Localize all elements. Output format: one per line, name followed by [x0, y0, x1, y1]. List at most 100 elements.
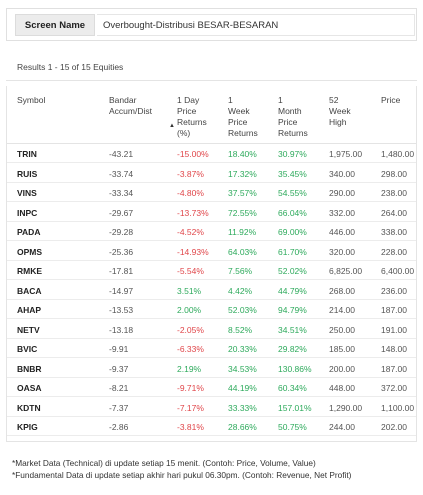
week-52-high-value: 268.00 [329, 285, 355, 296]
bandar-accum-dist-value: -43.21 [109, 149, 134, 159]
price-value: 187.00 [381, 305, 407, 315]
bandar-accum-dist-value: -14.97 [109, 285, 134, 296]
month-return-value: 30.97% [278, 149, 307, 159]
week-52-high-value: 340.00 [329, 168, 355, 179]
symbol-link[interactable]: RMKE [17, 266, 43, 276]
symbol-link[interactable]: KDTN [17, 402, 41, 413]
week-52-high-value: 250.00 [329, 324, 355, 335]
bandar-accum-dist-value: -2.86 [109, 422, 129, 432]
price-value: 238.00 [381, 188, 407, 198]
table-row[interactable]: KPIG -2.86 -3.81% 28.66% 50.75% 244.00 202.00 [7, 417, 416, 436]
symbol-link[interactable]: RUIS [17, 168, 38, 179]
column-header-1-week-returns[interactable]: 1 Week Price Returns [228, 95, 258, 138]
table-row[interactable]: BACA -14.97 3.51% 4.42% 44.79% 268.00 236.00 [7, 281, 416, 300]
symbol-link[interactable]: BNBR [17, 363, 42, 374]
table-row[interactable]: PADA -29.28 -4.52% 11.92% 69.00% 446.00 338.00 [7, 222, 416, 241]
table-row[interactable]: OPMS -25.36 -14.93% 64.03% 61.70% 320.00 228.0… [7, 242, 416, 261]
table-row[interactable]: AHAP -13.53 2.00% 52.03% 94.79% 214.00 187.00 [7, 300, 416, 319]
bandar-accum-dist-value: -7.37 [109, 402, 129, 413]
column-header-1-day-returns[interactable]: 1 Day Price Returns (%) [177, 95, 207, 138]
month-return-value: 54.55% [278, 188, 307, 198]
bandar-accum-dist-value: -17.81 [109, 266, 134, 276]
month-return-value: 50.75% [278, 422, 307, 432]
symbol-link[interactable]: INPC [17, 207, 38, 218]
week-52-high-value: 185.00 [329, 344, 355, 354]
bandar-accum-dist-value: -29.67 [109, 207, 134, 218]
price-value: 372.00 [381, 383, 407, 393]
month-return-value: 34.51% [278, 324, 307, 335]
column-header-bandar[interactable]: Bandar Accum/Dist [109, 95, 152, 116]
month-return-value: 52.02% [278, 266, 307, 276]
table-row[interactable]: INPC -29.67 -13.73% 72.55% 66.04% 332.00 264.0… [7, 203, 416, 222]
table-row[interactable]: OASA -8.21 -9.71% 44.19% 60.34% 448.00 372.00 [7, 378, 416, 397]
bandar-accum-dist-value: -8.21 [109, 383, 129, 393]
day-return-value: -7.17% [177, 402, 204, 413]
day-return-value: 3.51% [177, 285, 202, 296]
symbol-link[interactable]: TRIN [17, 149, 37, 159]
month-return-value: 35.45% [278, 168, 307, 179]
day-return-value: -9.71% [177, 383, 204, 393]
table-row[interactable]: RMKE -17.81 -5.54% 7.56% 52.02% 6,825.00 6,400… [7, 261, 416, 280]
bandar-accum-dist-value: -29.28 [109, 227, 134, 237]
price-value: 228.00 [381, 246, 407, 257]
price-value: 298.00 [381, 168, 407, 179]
week-52-high-value: 320.00 [329, 246, 355, 257]
month-return-value: 29.82% [278, 344, 307, 354]
week-52-high-value: 1,290.00 [329, 402, 363, 413]
screen-name-label: Screen Name [15, 14, 95, 36]
column-header-52-week-high[interactable]: 52 Week High [329, 95, 351, 127]
week-52-high-value: 332.00 [329, 207, 355, 218]
table-row[interactable]: NETV -13.18 -2.05% 8.52% 34.51% 250.00 191.00 [7, 320, 416, 339]
price-value: 264.00 [381, 207, 407, 218]
symbol-link[interactable]: NETV [17, 324, 40, 335]
screen-name-value[interactable]: Overbought-Distribusi BESAR-BESARAN [97, 14, 415, 36]
symbol-link[interactable]: VINS [17, 188, 37, 198]
table-row[interactable]: BNBR -9.37 2.19% 34.53% 130.86% 200.00 187.00 [7, 359, 416, 378]
symbol-link[interactable]: PADA [17, 227, 41, 237]
week-52-high-value: 1,975.00 [329, 149, 363, 159]
day-return-value: -15.00% [177, 149, 209, 159]
week-return-value: 8.52% [228, 324, 253, 335]
table-header: Symbol Bandar Accum/Dist 1 Day Price Ret… [7, 86, 416, 144]
column-header-1-month-returns[interactable]: 1 Month Price Returns [278, 95, 308, 138]
table-row[interactable]: VINS -33.34 -4.80% 37.57% 54.55% 290.00 238.00 [7, 183, 416, 202]
symbol-link[interactable]: KPIG [17, 422, 38, 432]
price-value: 1,480.00 [381, 149, 415, 159]
symbol-link[interactable]: BACA [17, 285, 42, 296]
price-value: 6,400.00 [381, 266, 415, 276]
column-header-price[interactable]: Price [381, 95, 401, 105]
symbol-link[interactable]: BVIC [17, 344, 38, 354]
week-return-value: 28.66% [228, 422, 257, 432]
column-header-symbol[interactable]: Symbol [17, 95, 46, 105]
symbol-link[interactable]: OPMS [17, 246, 43, 257]
week-return-value: 20.33% [228, 344, 257, 354]
divider [6, 80, 417, 81]
sort-ascending-icon[interactable]: ▲ [169, 123, 175, 129]
week-return-value: 37.57% [228, 188, 257, 198]
price-value: 1,100.00 [381, 402, 415, 413]
day-return-value: -2.05% [177, 324, 204, 335]
week-return-value: 52.03% [228, 305, 257, 315]
table-row[interactable]: BVIC -9.91 -6.33% 20.33% 29.82% 185.00 148.00 [7, 339, 416, 358]
table-row[interactable]: TRIN -43.21 -15.00% 18.40% 30.97% 1,975.00 1,4… [7, 144, 416, 163]
week-return-value: 33.33% [228, 402, 257, 413]
month-return-value: 60.34% [278, 383, 307, 393]
day-return-value: -14.93% [177, 246, 209, 257]
month-return-value: 66.04% [278, 207, 307, 218]
price-value: 148.00 [381, 344, 407, 354]
symbol-link[interactable]: AHAP [17, 305, 42, 315]
day-return-value: -3.87% [177, 168, 204, 179]
day-return-value: -6.33% [177, 344, 204, 354]
table-row[interactable]: KDTN -7.37 -7.17% 33.33% 157.01% 1,290.00 1,10… [7, 398, 416, 417]
symbol-link[interactable]: OASA [17, 383, 42, 393]
bandar-accum-dist-value: -13.53 [109, 305, 134, 315]
footnote-market-data: *Market Data (Technical) di update setia… [12, 458, 316, 468]
table-row[interactable]: RUIS -33.74 -3.87% 17.32% 35.45% 340.00 298.00 [7, 164, 416, 183]
week-return-value: 64.03% [228, 246, 257, 257]
day-return-value: -13.73% [177, 207, 209, 218]
week-52-high-value: 214.00 [329, 305, 355, 315]
week-return-value: 34.53% [228, 363, 257, 374]
week-52-high-value: 448.00 [329, 383, 355, 393]
week-52-high-value: 6,825.00 [329, 266, 363, 276]
month-return-value: 94.79% [278, 305, 307, 315]
